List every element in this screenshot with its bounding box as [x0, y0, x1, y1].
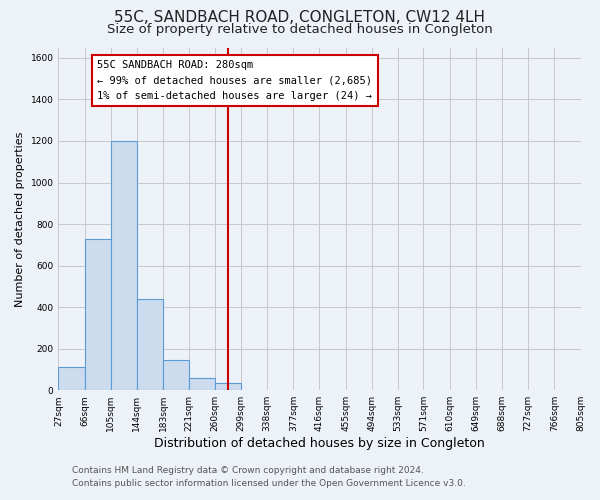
Bar: [58, 368, 85, 390]
Bar: [85, 238, 111, 390]
Text: 55C, SANDBACH ROAD, CONGLETON, CW12 4LH: 55C, SANDBACH ROAD, CONGLETON, CW12 4LH: [115, 10, 485, 25]
Y-axis label: Number of detached properties: Number of detached properties: [15, 131, 25, 306]
Bar: [215, 383, 241, 390]
Text: Contains HM Land Registry data © Crown copyright and database right 2024.
Contai: Contains HM Land Registry data © Crown c…: [72, 466, 466, 487]
Text: Size of property relative to detached houses in Congleton: Size of property relative to detached ho…: [107, 22, 493, 36]
Bar: [163, 360, 189, 390]
X-axis label: Distribution of detached houses by size in Congleton: Distribution of detached houses by size …: [154, 437, 485, 450]
Text: 55C SANDBACH ROAD: 280sqm
← 99% of detached houses are smaller (2,685)
1% of sem: 55C SANDBACH ROAD: 280sqm ← 99% of detac…: [97, 60, 373, 101]
Bar: [111, 141, 137, 390]
Bar: [137, 299, 163, 390]
Bar: [188, 378, 215, 390]
